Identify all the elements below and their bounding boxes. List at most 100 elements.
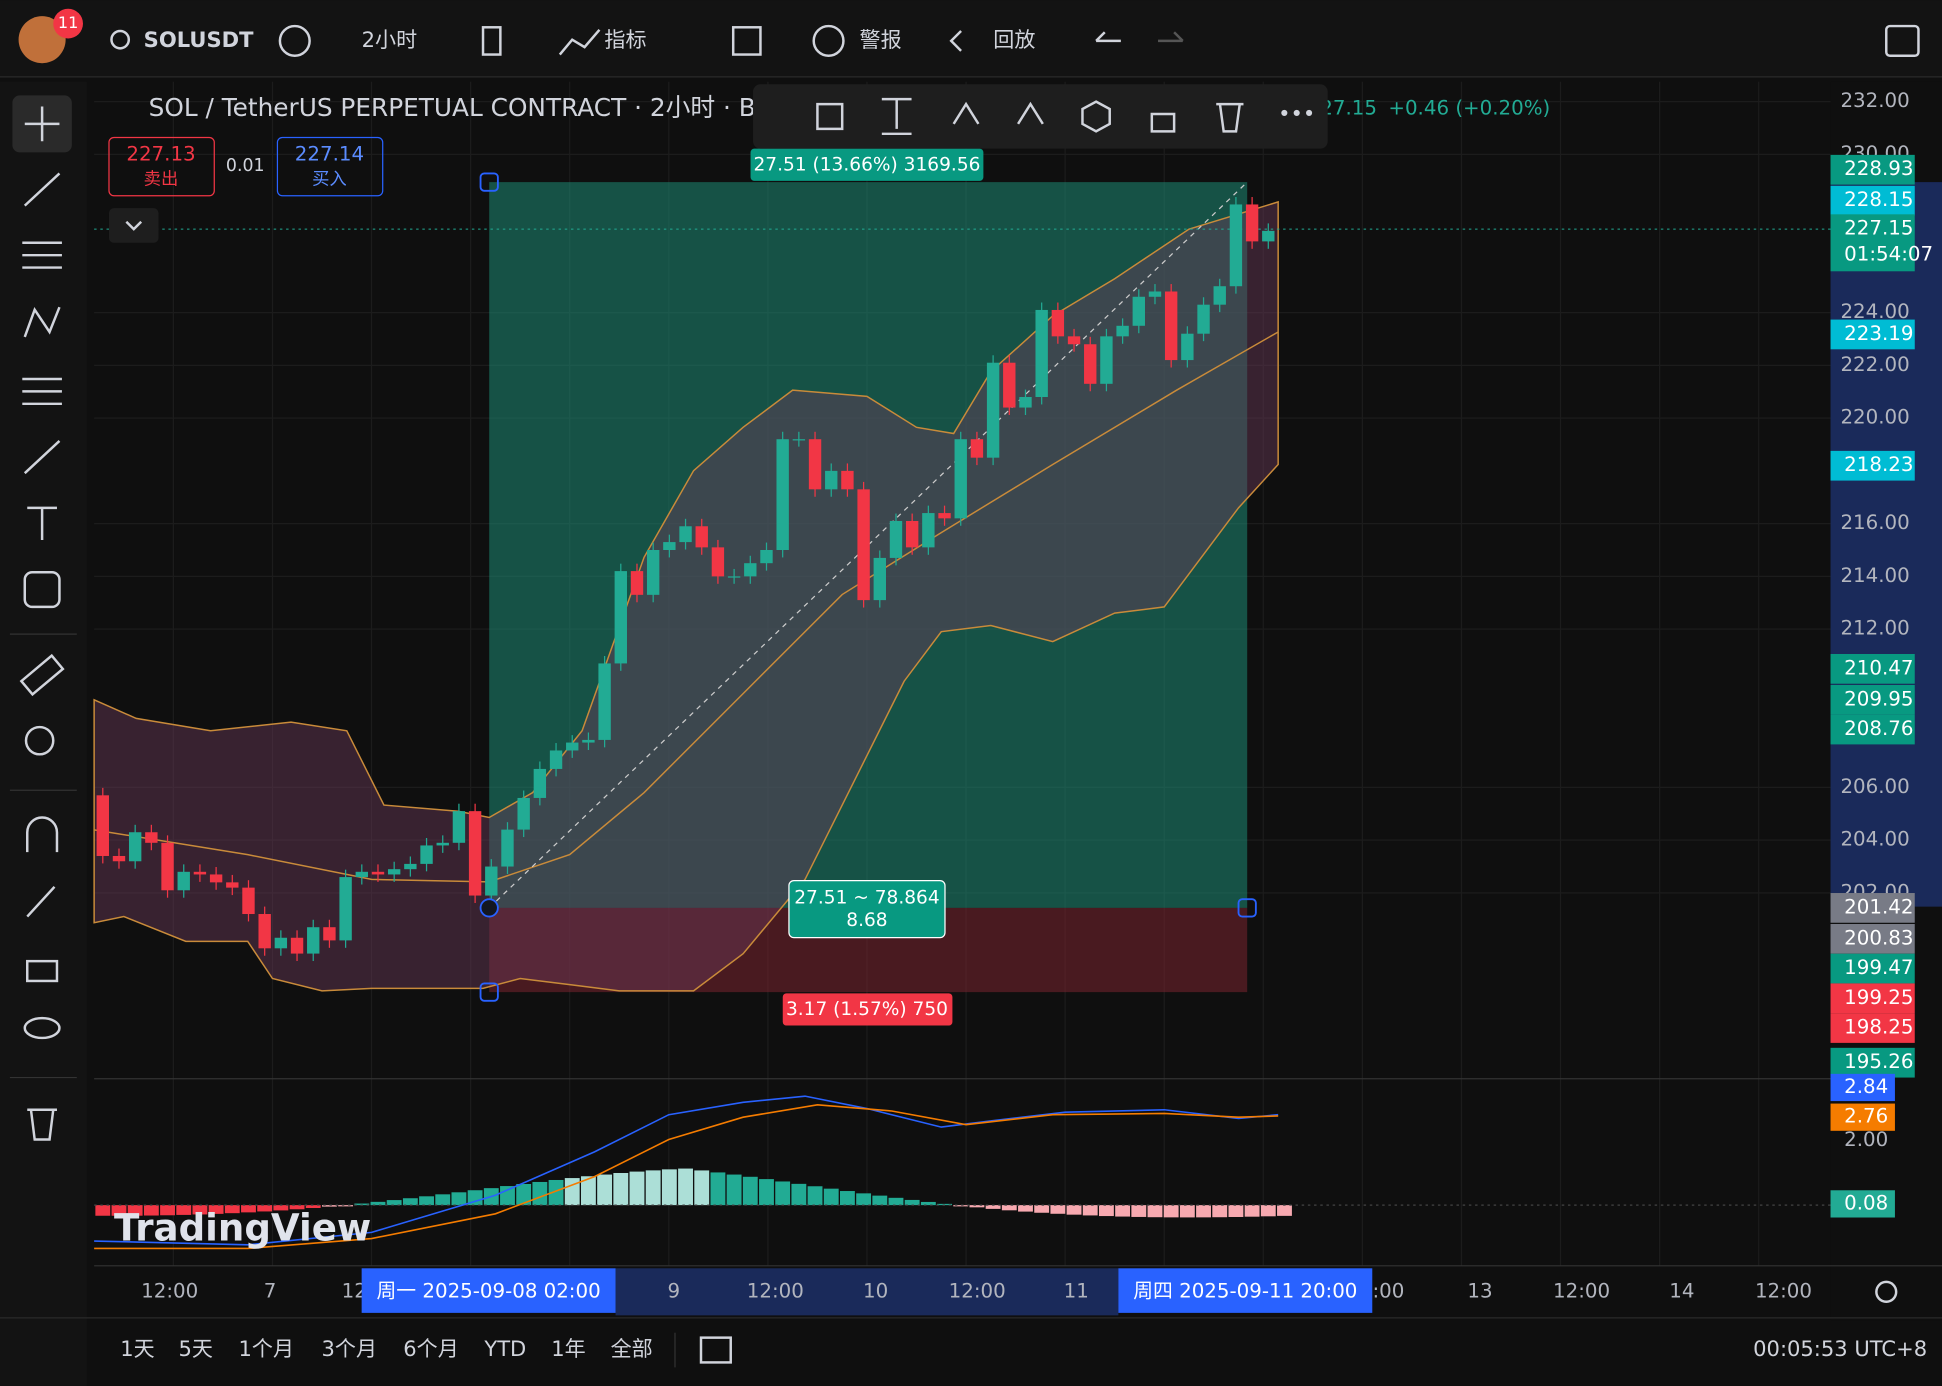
indicator-icon[interactable]: [558, 28, 601, 56]
candle: [1132, 296, 1145, 326]
pattern-tool[interactable]: [23, 306, 61, 338]
sell-price[interactable]: 227.13: [126, 142, 195, 165]
range-button[interactable]: 1天: [120, 1336, 154, 1361]
range-button[interactable]: 6个月: [403, 1336, 459, 1361]
x-range-highlight: [615, 1268, 1119, 1316]
candle: [1148, 291, 1162, 297]
buy-text[interactable]: 买入: [312, 170, 347, 190]
range-button[interactable]: YTD: [483, 1336, 526, 1361]
macd-bar: [143, 1205, 159, 1216]
sell-text[interactable]: 卖出: [144, 170, 179, 190]
lock-tool[interactable]: [26, 959, 59, 983]
text-tool[interactable]: [27, 506, 57, 541]
alert[interactable]: 警报: [860, 27, 902, 52]
macd-bar: [467, 1190, 483, 1206]
macd-badge-text: 2.76: [1844, 1105, 1888, 1128]
range-button[interactable]: 3个月: [322, 1336, 378, 1361]
x-axis: 12:00 7 12 9 12:00 10 12:00 11:00 13 12:00 14 12:00…: [141, 1268, 1812, 1313]
handle[interactable]: [479, 982, 499, 1002]
range-button[interactable]: 全部: [611, 1336, 653, 1361]
drawing-toolbar: [753, 84, 1328, 149]
macd-bar: [1001, 1205, 1017, 1211]
macd-bar: [338, 1205, 354, 1207]
candle: [468, 811, 482, 896]
handle[interactable]: [479, 172, 499, 192]
buy-price[interactable]: 227.14: [295, 142, 364, 165]
fib-tool[interactable]: [22, 241, 62, 269]
indicators[interactable]: 指标: [604, 27, 646, 52]
handle[interactable]: [1237, 898, 1257, 918]
arrow-tool[interactable]: [23, 440, 61, 475]
candle: [436, 842, 449, 846]
range-button[interactable]: 1年: [551, 1336, 585, 1361]
range-button[interactable]: 5天: [178, 1336, 212, 1361]
fullscreen[interactable]: [1885, 24, 1920, 58]
replay[interactable]: 回放: [993, 27, 1035, 52]
candle: [323, 927, 336, 941]
candle: [889, 520, 903, 558]
interval[interactable]: 2小时: [362, 27, 418, 52]
ratio-label: 27.51 ~ 78.864: [794, 887, 939, 908]
delete-tool[interactable]: [27, 1108, 57, 1141]
macd-bar: [532, 1181, 548, 1206]
drawing-tools[interactable]: [816, 97, 1244, 136]
price-badge-text: 228.93: [1844, 157, 1913, 180]
top-bar: [0, 0, 1942, 77]
trendline-tool[interactable]: [23, 172, 61, 207]
search-icon[interactable]: [110, 29, 131, 50]
clock: 00:05:53 UTC+8: [1753, 1336, 1927, 1361]
handle[interactable]: [479, 898, 499, 918]
redo[interactable]: [1158, 31, 1184, 43]
add-symbol[interactable]: [278, 24, 311, 58]
magnet-tool[interactable]: [26, 816, 59, 853]
hide-tool[interactable]: [23, 1016, 61, 1040]
more[interactable]: •••: [1278, 101, 1315, 126]
collapse[interactable]: [108, 208, 159, 243]
macd-bar: [645, 1170, 661, 1206]
y-tick-label: 216.00: [1840, 511, 1909, 534]
macd-bar: [694, 1170, 710, 1206]
price-badge: [1830, 154, 1915, 185]
range-button[interactable]: 1个月: [239, 1336, 295, 1361]
macd-badge: [1830, 1190, 1895, 1218]
candle: [760, 550, 773, 564]
avatar[interactable]: [18, 16, 66, 64]
candle: [598, 663, 611, 740]
lock-draw-tool[interactable]: [26, 885, 56, 918]
candle: [582, 739, 595, 743]
sell-button[interactable]: [108, 136, 215, 197]
watermark: TradingView: [114, 1206, 371, 1249]
candle: [954, 439, 967, 519]
candle: [1100, 336, 1113, 384]
goto-date[interactable]: [699, 1336, 732, 1364]
candle: [485, 866, 498, 896]
replay-icon[interactable]: [949, 30, 962, 52]
emoji-tool[interactable]: [23, 571, 61, 609]
candle: [922, 513, 935, 548]
chart-type[interactable]: [481, 26, 502, 56]
candle: [404, 863, 417, 870]
buy-button[interactable]: [276, 136, 384, 197]
range-bar: 1天 5天 1个月 3个月 6个月 YTD 1年 全部: [120, 1336, 652, 1361]
symbol[interactable]: SOLUSDT: [144, 27, 254, 52]
y-tick-label: 220.00: [1840, 406, 1909, 429]
candle: [420, 845, 433, 864]
x-tick-label: 12:00: [1755, 1279, 1812, 1302]
ruler-tool[interactable]: [19, 653, 65, 697]
forecast-tool[interactable]: [22, 377, 62, 406]
layout-icon[interactable]: [731, 26, 762, 56]
candle: [938, 513, 951, 519]
candle: [841, 470, 854, 490]
undo[interactable]: [1095, 31, 1121, 43]
collapse-icon[interactable]: [125, 220, 143, 231]
macd-bar: [839, 1191, 855, 1206]
price-badge-text: 198.25: [1844, 1016, 1913, 1039]
settings[interactable]: [1875, 1280, 1898, 1303]
alert-icon[interactable]: [812, 24, 845, 58]
zoom-tool[interactable]: [24, 725, 55, 756]
price-badge: [1830, 953, 1915, 984]
crosshair-tool[interactable]: [24, 106, 60, 142]
stop-label: 3.17 (1.57%) 750: [786, 999, 948, 1020]
candle: [1051, 309, 1065, 337]
